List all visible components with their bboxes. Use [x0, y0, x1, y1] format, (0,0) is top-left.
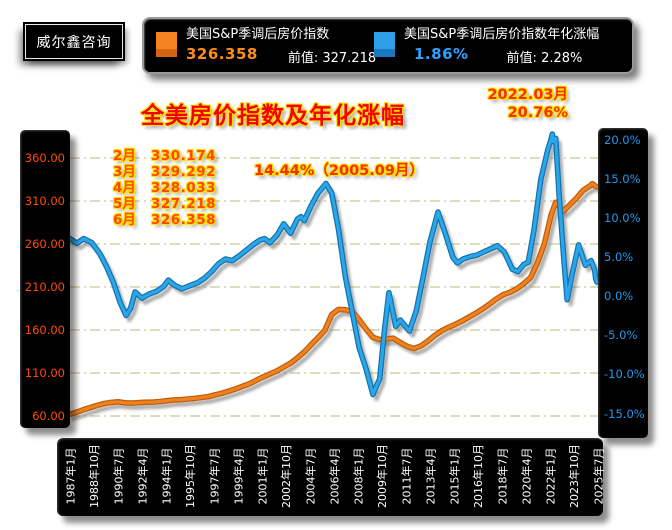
x-axis-label-text: 2018年7月: [496, 447, 509, 505]
annotation-2022-date: 2022.03月: [487, 87, 568, 103]
right-axis-bar: 20.0% 15.0% 10.0% 5.0% 0.0% -5.0% -10.0% -15.0%: [598, 128, 648, 438]
monthly-value-number: 327.218: [151, 196, 216, 212]
annotation-2022-value: 20.76%: [507, 105, 568, 121]
x-axis-label: 2013年4月: [420, 441, 440, 511]
x-axis-label-text: 2011年7月: [400, 447, 413, 505]
x-axis-label: 2016年10月: [468, 441, 488, 511]
right-axis-tick: 0.0%: [604, 289, 634, 304]
orange-swatch-icon: [156, 32, 177, 57]
x-axis-label: 1997年7月: [204, 441, 224, 511]
x-axis-label: 2025年7月: [588, 441, 608, 511]
left-axis-tick: 210.00: [24, 279, 65, 294]
x-axis-label-text: 1992年4月: [136, 447, 149, 505]
x-axis-label: 2022年1月: [540, 441, 560, 511]
legend-item-yoy-change: 美国S&P季调后房价指数年化涨幅 1.86% 前值: 2.28%: [374, 19, 599, 66]
x-axis-label-text: 2015年1月: [448, 447, 461, 505]
left-axis-tick: 260.00: [24, 236, 65, 251]
legend-previous-value: 前值: 327.218: [287, 51, 377, 66]
legend-item-price-index: 美国S&P季调后房价指数 326.358 前值: 327.218: [156, 19, 376, 66]
left-axis-tick: 360.00: [24, 150, 65, 165]
monthly-value-row: 4月 328.033: [113, 180, 216, 196]
monthly-value-month: 5月: [113, 196, 136, 212]
x-axis-label: 1994年1月: [156, 441, 176, 511]
x-axis-label: 1992年4月: [132, 441, 152, 511]
right-axis-tick: 15.0%: [604, 171, 641, 186]
x-axis-label-text: 2001年1月: [256, 447, 269, 505]
monthly-value-row: 5月 327.218: [113, 196, 216, 212]
legend-label: 美国S&P季调后房价指数: [186, 27, 330, 42]
left-axis-tick: 60.00: [32, 408, 65, 423]
x-axis-label-text: 2013年4月: [424, 447, 437, 505]
x-axis-label-text: 2025年7月: [592, 447, 605, 505]
chart-title: 全美房价指数及年化涨幅: [141, 103, 405, 129]
monthly-value-number: 330.174: [151, 148, 216, 164]
left-axis-tick: 160.00: [24, 322, 65, 337]
x-axis-label-text: 1987年1月: [64, 447, 77, 505]
legend-box: 美国S&P季调后房价指数 326.358 前值: 327.218 美国S&P季调…: [142, 17, 634, 74]
monthly-value-row: 2月 330.174: [113, 148, 216, 164]
right-axis-tick: -10.0%: [604, 367, 645, 382]
monthly-value-month: 3月: [113, 164, 136, 180]
x-axis-label-text: 2009年10月: [376, 444, 389, 508]
blue-swatch-icon: [374, 32, 395, 57]
x-axis-label-text: 1988年10月: [88, 444, 101, 508]
x-axis-label-text: 2006年4月: [328, 447, 341, 505]
x-axis-label: 2006年4月: [324, 441, 344, 511]
monthly-value-month: 4月: [113, 180, 136, 196]
left-axis-tick: 310.00: [24, 193, 65, 208]
monthly-value-row: 6月 326.358: [113, 212, 216, 228]
x-axis-label-text: 2016年10月: [472, 444, 485, 508]
x-axis-label-text: 1990年7月: [112, 447, 125, 505]
right-axis-tick: 5.0%: [604, 249, 634, 264]
x-axis-label: 2018年7月: [492, 441, 512, 511]
legend-label: 美国S&P季调后房价指数年化涨幅: [404, 27, 600, 42]
annotation-2022-peak: 2022.03月 20.76%: [468, 86, 568, 122]
x-axis-label-text: 2020年4月: [520, 447, 533, 505]
x-axis-label: 2004年7月: [300, 441, 320, 511]
x-axis-bar: 1987年1月 1988年10月 1990年7月 1992年4月 1994年1月 1995…: [57, 438, 605, 516]
right-axis-tick: 10.0%: [604, 210, 641, 225]
right-axis-tick: 20.0%: [604, 132, 641, 147]
x-axis-label-text: 1995年10月: [184, 444, 197, 508]
monthly-value-row: 3月 329.292: [113, 164, 216, 180]
brand-logo-text: 威尔鑫咨询: [36, 34, 112, 51]
legend-previous-value: 前值: 2.28%: [506, 51, 583, 66]
left-axis-bar: 360.00 310.00 260.00 210.00 160.00 110.00 60.0…: [20, 130, 70, 428]
x-axis-label-text: 1999年4月: [232, 447, 245, 505]
x-axis-label-text: 1994年1月: [160, 447, 173, 505]
x-axis-label: 2001年1月: [252, 441, 272, 511]
x-axis-label-text: 2023年10月: [568, 444, 581, 508]
annotation-2005-peak: 14.44%（2005.09月）: [254, 163, 424, 179]
x-axis-label-text: 1997年7月: [208, 447, 221, 505]
x-axis-label: 2023年10月: [564, 441, 584, 511]
monthly-value-month: 6月: [113, 212, 136, 228]
x-axis-label: 2011年7月: [396, 441, 416, 511]
monthly-value-number: 329.292: [151, 164, 216, 180]
monthly-values-list: 2月 330.174 3月 329.292 4月 328.033 5月 327.218 6月 32…: [113, 148, 216, 228]
x-axis-label: 2015年1月: [444, 441, 464, 511]
x-axis-label: 2020年4月: [516, 441, 536, 511]
brand-logo: 威尔鑫咨询: [23, 22, 125, 61]
x-axis-label-text: 2022年1月: [544, 447, 557, 505]
x-axis-label: 1999年4月: [228, 441, 248, 511]
x-axis-label: 2008年1月: [348, 441, 368, 511]
monthly-value-number: 328.033: [151, 180, 216, 196]
x-axis-label: 1988年10月: [84, 441, 104, 511]
legend-current-value: 1.86%: [414, 45, 469, 63]
right-axis-tick: -5.0%: [604, 328, 638, 343]
monthly-value-number: 326.358: [151, 212, 216, 228]
x-axis-label: 2009年10月: [372, 441, 392, 511]
x-axis-label-text: 2004年7月: [304, 447, 317, 505]
legend-current-value: 326.358: [186, 45, 258, 63]
x-axis-label-text: 2002年10月: [280, 444, 293, 508]
monthly-value-month: 2月: [113, 148, 136, 164]
x-axis-label-text: 2008年1月: [352, 447, 365, 505]
x-axis-label: 1987年1月: [60, 441, 80, 511]
x-axis-label: 2002年10月: [276, 441, 296, 511]
left-axis-tick: 110.00: [24, 365, 65, 380]
x-axis-label: 1995年10月: [180, 441, 200, 511]
x-axis-label: 1990年7月: [108, 441, 128, 511]
right-axis-tick: -15.0%: [604, 406, 645, 421]
